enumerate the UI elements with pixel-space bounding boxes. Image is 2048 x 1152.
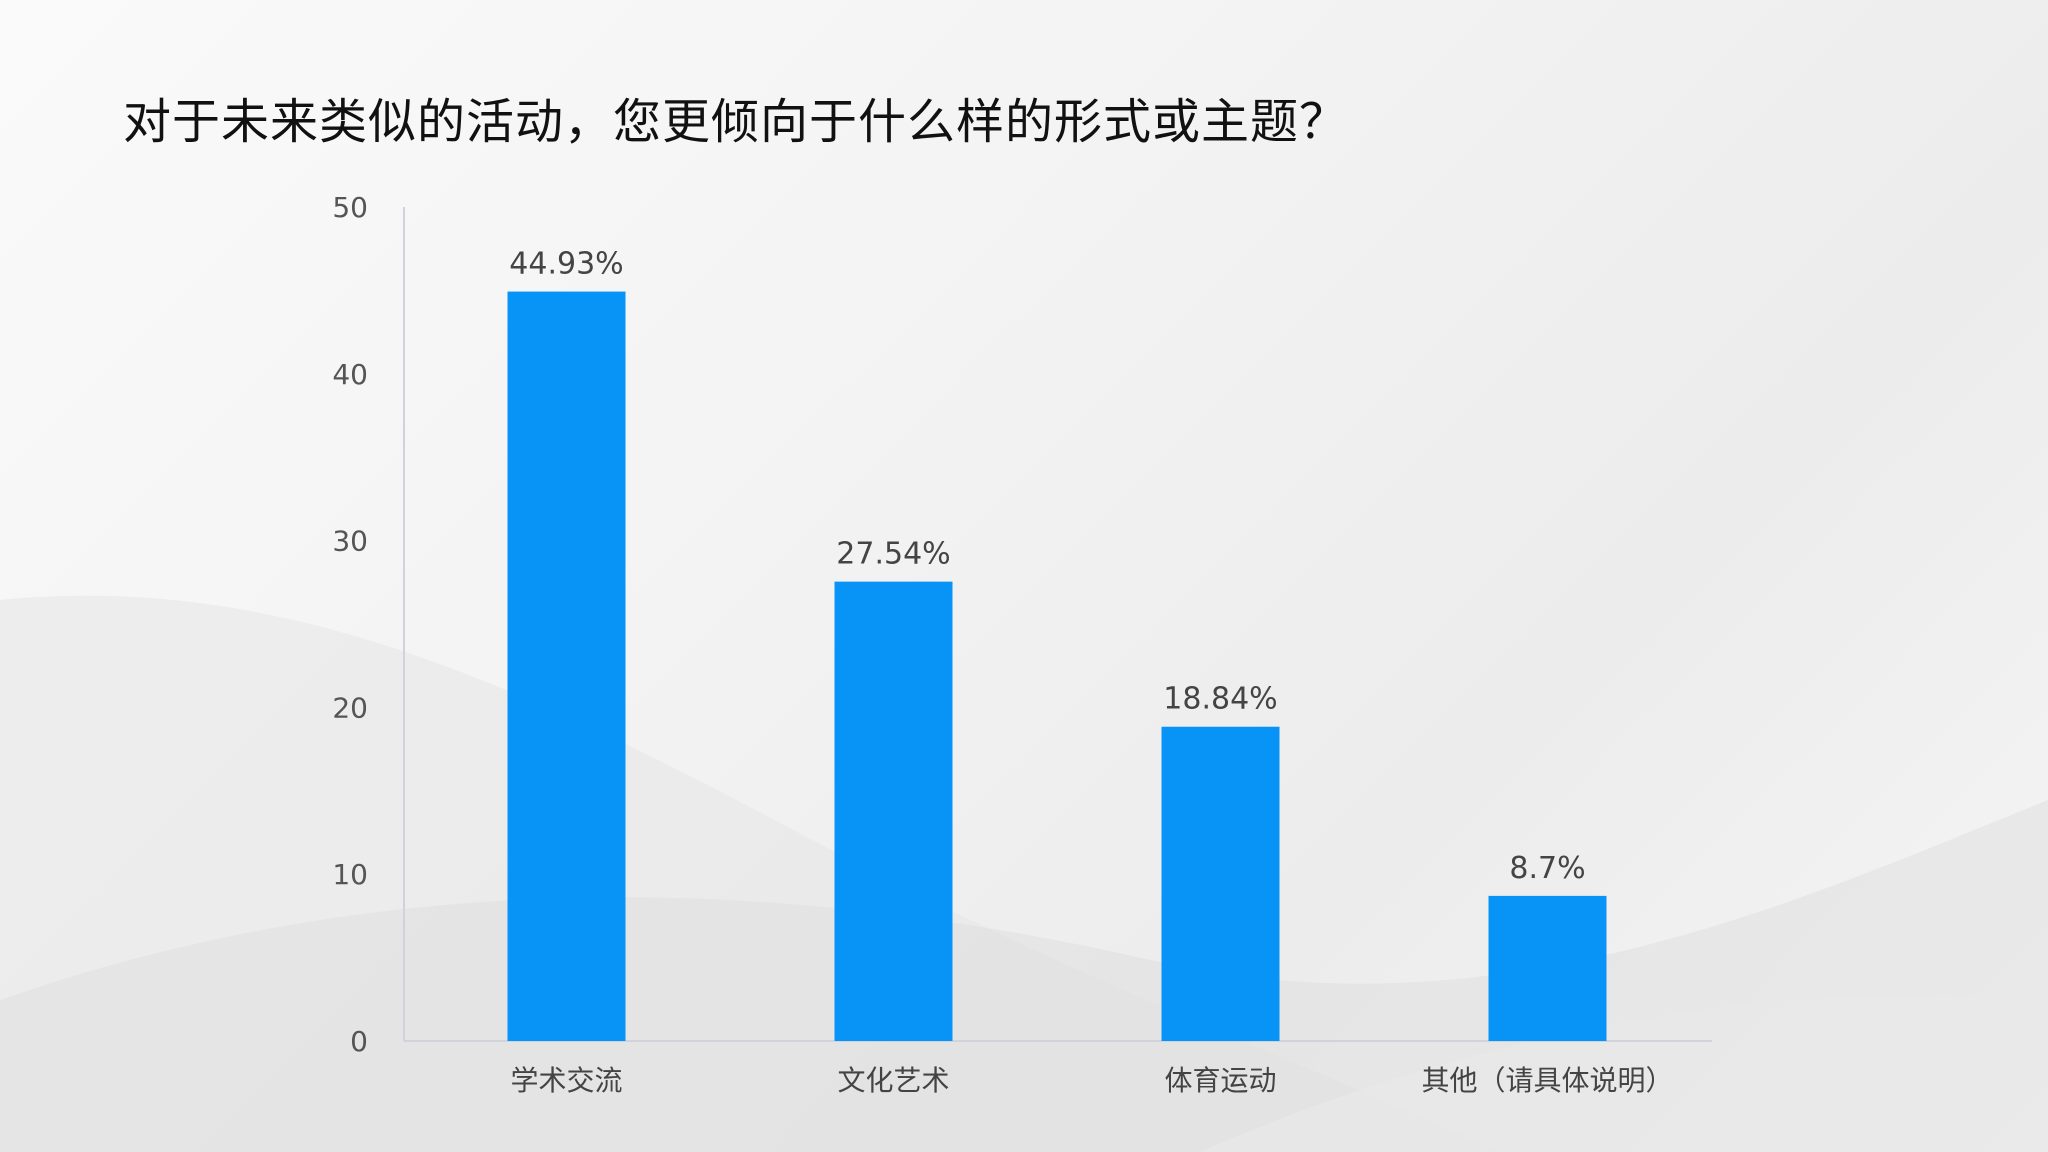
bar-value-label: 27.54% <box>836 537 950 572</box>
bar-value-label: 8.7% <box>1509 851 1585 886</box>
bar-value-label: 18.84% <box>1163 682 1277 717</box>
slide-title: 对于未来类似的活动，您更倾向于什么样的形式或主题？ <box>123 94 1349 150</box>
y-axis-ticks: 0 10 20 30 40 50 <box>332 191 368 1058</box>
data-labels: 44.93% 27.54% 18.84% 8.7% <box>509 247 1585 886</box>
bar <box>1161 726 1280 1041</box>
y-tick-label: 0 <box>350 1025 368 1058</box>
bar <box>507 291 626 1041</box>
y-tick-label: 50 <box>332 191 368 224</box>
y-tick-label: 30 <box>332 525 368 558</box>
bar-value-label: 44.93% <box>509 247 623 282</box>
category-label: 学术交流 <box>510 1064 622 1097</box>
x-axis-categories: 学术交流 文化艺术 体育运动 其他（请具体说明） <box>510 1064 1673 1097</box>
bar <box>834 581 953 1041</box>
y-tick-label: 40 <box>332 358 368 391</box>
bar <box>1488 895 1607 1041</box>
bar-series <box>507 291 1607 1041</box>
y-tick-label: 20 <box>332 691 368 724</box>
category-label: 其他（请具体说明） <box>1421 1064 1673 1097</box>
category-label: 体育运动 <box>1164 1064 1276 1097</box>
category-label: 文化艺术 <box>837 1064 949 1097</box>
y-tick-label: 10 <box>332 858 368 891</box>
